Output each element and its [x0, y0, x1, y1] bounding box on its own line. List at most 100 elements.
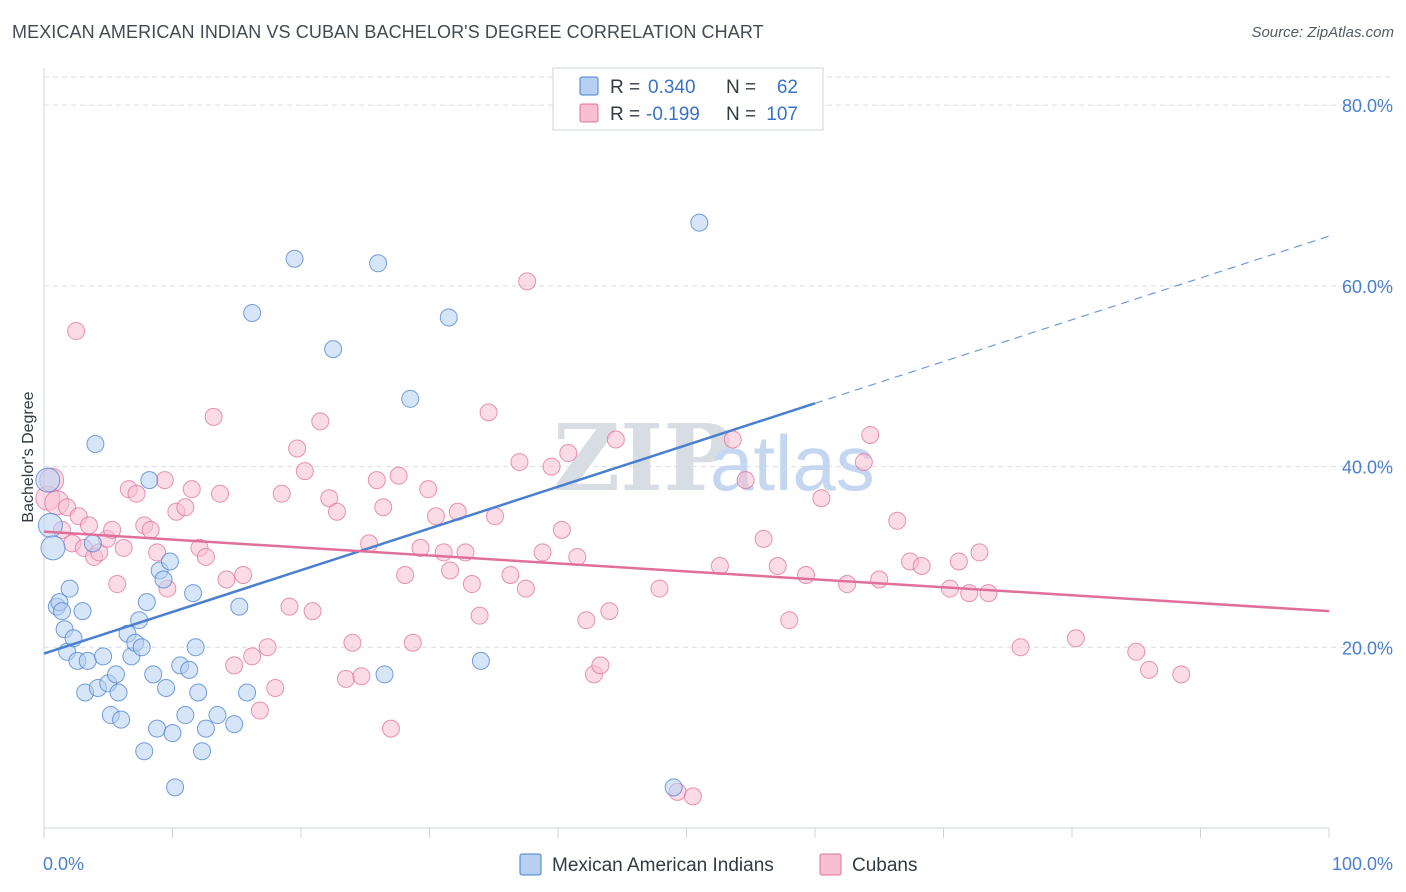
point-mexican-american-indians-58: [471, 651, 490, 670]
mexican-american-indians-points: [35, 213, 709, 797]
point-cubans-14: [114, 538, 133, 557]
point-mexican-american-indians-5: [52, 602, 71, 621]
point-cubans-27: [204, 407, 223, 426]
bottom-legend-swatch-blue: [519, 853, 542, 876]
point-cubans-39: [295, 462, 314, 481]
y-tick-label-60: 60.0%: [1342, 277, 1393, 297]
point-cubans-57: [434, 543, 453, 562]
point-cubans-92: [870, 570, 889, 589]
point-mexican-american-indians-53: [324, 340, 343, 359]
correlation-legend: R = 0.340 N = 62 R = -0.199 N = 107: [552, 67, 824, 131]
point-cubans-84: [754, 529, 773, 548]
point-mexican-american-indians-47: [208, 706, 227, 725]
y-tick-labels: 20.0% 40.0% 60.0% 80.0%: [1342, 96, 1393, 658]
series-legend: Mexican American Indians Cubans: [519, 853, 918, 876]
point-mexican-american-indians-59: [664, 778, 683, 797]
point-cubans-36: [272, 484, 291, 503]
point-cubans-54: [411, 538, 430, 557]
point-cubans-62: [470, 606, 489, 625]
point-cubans-77: [606, 430, 625, 449]
point-mexican-american-indians-37: [163, 724, 182, 743]
chart-source: Source: ZipAtlas.com: [1251, 24, 1394, 41]
point-cubans-78: [650, 579, 669, 598]
point-cubans-16: [127, 484, 146, 503]
point-cubans-55: [419, 480, 438, 499]
point-cubans-53: [403, 633, 422, 652]
point-cubans-45: [343, 633, 362, 652]
point-cubans-29: [217, 570, 236, 589]
point-cubans-30: [225, 656, 244, 675]
x-tick-label-min: 0.0%: [43, 854, 84, 874]
trend-lines: [43, 235, 1330, 655]
point-cubans-58: [441, 561, 460, 580]
point-cubans-67: [516, 579, 535, 598]
point-cubans-8: [79, 516, 98, 535]
point-mexican-american-indians-15: [86, 435, 105, 453]
point-cubans-105: [1172, 665, 1191, 684]
point-cubans-35: [266, 678, 285, 697]
point-cubans-85: [768, 556, 787, 575]
point-cubans-61: [462, 575, 481, 594]
point-mexican-american-indians-30: [140, 471, 159, 490]
y-tick-label-80: 80.0%: [1342, 96, 1393, 116]
point-cubans-34: [258, 638, 277, 657]
point-mexican-american-indians-51: [243, 303, 262, 322]
point-mexican-american-indians-57: [439, 308, 458, 327]
y-axis-title: Bachelor's Degree: [20, 391, 37, 522]
point-mexican-american-indians-35: [157, 678, 176, 697]
point-cubans-42: [320, 489, 339, 508]
point-mexican-american-indians-22: [112, 710, 131, 729]
point-cubans-70: [552, 520, 571, 539]
point-cubans-43: [327, 502, 346, 521]
point-mexican-american-indians-38: [166, 778, 185, 797]
point-cubans-37: [280, 597, 299, 616]
point-cubans-26: [196, 547, 215, 566]
point-mexican-american-indians-14: [83, 534, 102, 553]
point-cubans-24: [182, 480, 201, 499]
point-mexican-american-indians-31: [144, 665, 163, 684]
point-cubans-49: [374, 498, 393, 517]
point-mexican-american-indians-54: [369, 254, 388, 273]
point-mexican-american-indians-34: [154, 570, 173, 589]
point-cubans-32: [243, 647, 262, 666]
point-cubans-23: [176, 498, 195, 517]
bottom-legend-label-blue: Mexican American Indians: [552, 855, 774, 876]
point-mexican-american-indians-13: [78, 651, 97, 670]
point-cubans-106: [67, 322, 86, 341]
point-mexican-american-indians-32: [148, 719, 167, 738]
point-cubans-82: [723, 430, 742, 449]
point-mexican-american-indians-46: [196, 719, 215, 738]
point-mexican-american-indians-56: [401, 389, 420, 408]
point-cubans-99: [970, 543, 989, 562]
point-mexican-american-indians-55: [375, 665, 394, 684]
point-mexican-american-indians-8: [60, 579, 79, 598]
point-cubans-44: [336, 669, 355, 688]
legend-n-label-blue: N =: [726, 77, 756, 98]
point-cubans-87: [797, 566, 816, 585]
point-mexican-american-indians-42: [184, 584, 203, 603]
point-mexican-american-indians-45: [193, 742, 212, 761]
point-cubans-95: [912, 556, 931, 575]
point-cubans-52: [396, 566, 415, 585]
point-mexican-american-indians-27: [132, 638, 151, 657]
point-cubans-46: [352, 667, 371, 686]
point-cubans-19: [148, 543, 167, 562]
point-cubans-71: [559, 444, 578, 463]
point-cubans-38: [288, 439, 307, 458]
point-cubans-76: [600, 602, 619, 621]
chart-title: MEXICAN AMERICAN INDIAN VS CUBAN BACHELO…: [12, 22, 764, 42]
legend-swatch-blue: [579, 76, 599, 96]
legend-n-value-blue: 62: [777, 77, 798, 98]
point-cubans-51: [389, 466, 408, 485]
x-tick-label-max: 100.0%: [1332, 854, 1393, 874]
legend-r-value-blue: 0.340: [648, 77, 696, 98]
point-cubans-86: [780, 611, 799, 630]
point-cubans-69: [542, 457, 561, 476]
point-cubans-33: [250, 701, 269, 720]
point-mexican-american-indians-21: [109, 683, 128, 702]
y-tick-label-40: 40.0%: [1342, 458, 1393, 478]
point-mexican-american-indians-49: [230, 597, 249, 616]
y-tick-label-20: 20.0%: [1342, 638, 1393, 658]
bottom-legend-swatch-pink: [819, 853, 842, 876]
point-cubans-13: [108, 575, 127, 594]
